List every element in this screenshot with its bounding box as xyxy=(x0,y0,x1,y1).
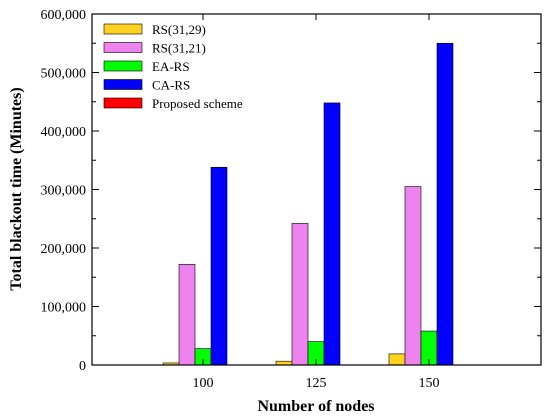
legend-label: RS(31,21) xyxy=(152,41,206,56)
y-axis-title: Total blackout time (Minutes) xyxy=(8,87,25,290)
y-tick-label: 100,000 xyxy=(41,301,87,316)
y-tick-label: 200,000 xyxy=(41,242,87,257)
bar-ca-rs-125 xyxy=(323,102,341,366)
legend: RS(31,29) RS(31,21) EA-RS CA-RS Proposed sch… xyxy=(103,22,243,111)
bar-ca-rs-150 xyxy=(436,42,454,366)
y-tick-label: 300,000 xyxy=(41,184,87,199)
y-tick-label: 500,000 xyxy=(41,67,87,82)
y-tick-label: 0 xyxy=(79,359,86,374)
bar-rs-31-21--150 xyxy=(404,186,422,366)
bar-ca-rs-100 xyxy=(210,166,228,366)
legend-label: CA-RS xyxy=(152,78,190,93)
legend-swatch xyxy=(103,97,143,109)
y-tick-label: 400,000 xyxy=(41,125,87,140)
bar-rs-31-21--125 xyxy=(291,223,309,366)
legend-label: RS(31,29) xyxy=(152,22,206,37)
x-axis-title: Number of nodes xyxy=(257,398,374,415)
x-tick-label: 150 xyxy=(419,376,440,391)
x-tick-label: 100 xyxy=(193,376,214,391)
bar-rs-31-29--150 xyxy=(388,353,406,366)
y-axis-ticks: 0 100,000 200,000 300,000 400,000 500,000 600,… xyxy=(41,8,541,374)
legend-label: Proposed scheme xyxy=(152,96,243,111)
legend-swatch xyxy=(103,60,143,72)
legend-swatch xyxy=(103,23,143,35)
x-axis-ticks: 100 125 150 xyxy=(193,14,440,391)
bars-group xyxy=(162,42,454,366)
x-tick-label: 125 xyxy=(306,376,327,391)
legend-label: EA-RS xyxy=(152,59,190,74)
legend-swatch xyxy=(103,42,143,53)
bar-rs-31-21--100 xyxy=(178,264,196,366)
legend-swatch xyxy=(103,79,143,90)
y-tick-label: 600,000 xyxy=(41,8,87,23)
